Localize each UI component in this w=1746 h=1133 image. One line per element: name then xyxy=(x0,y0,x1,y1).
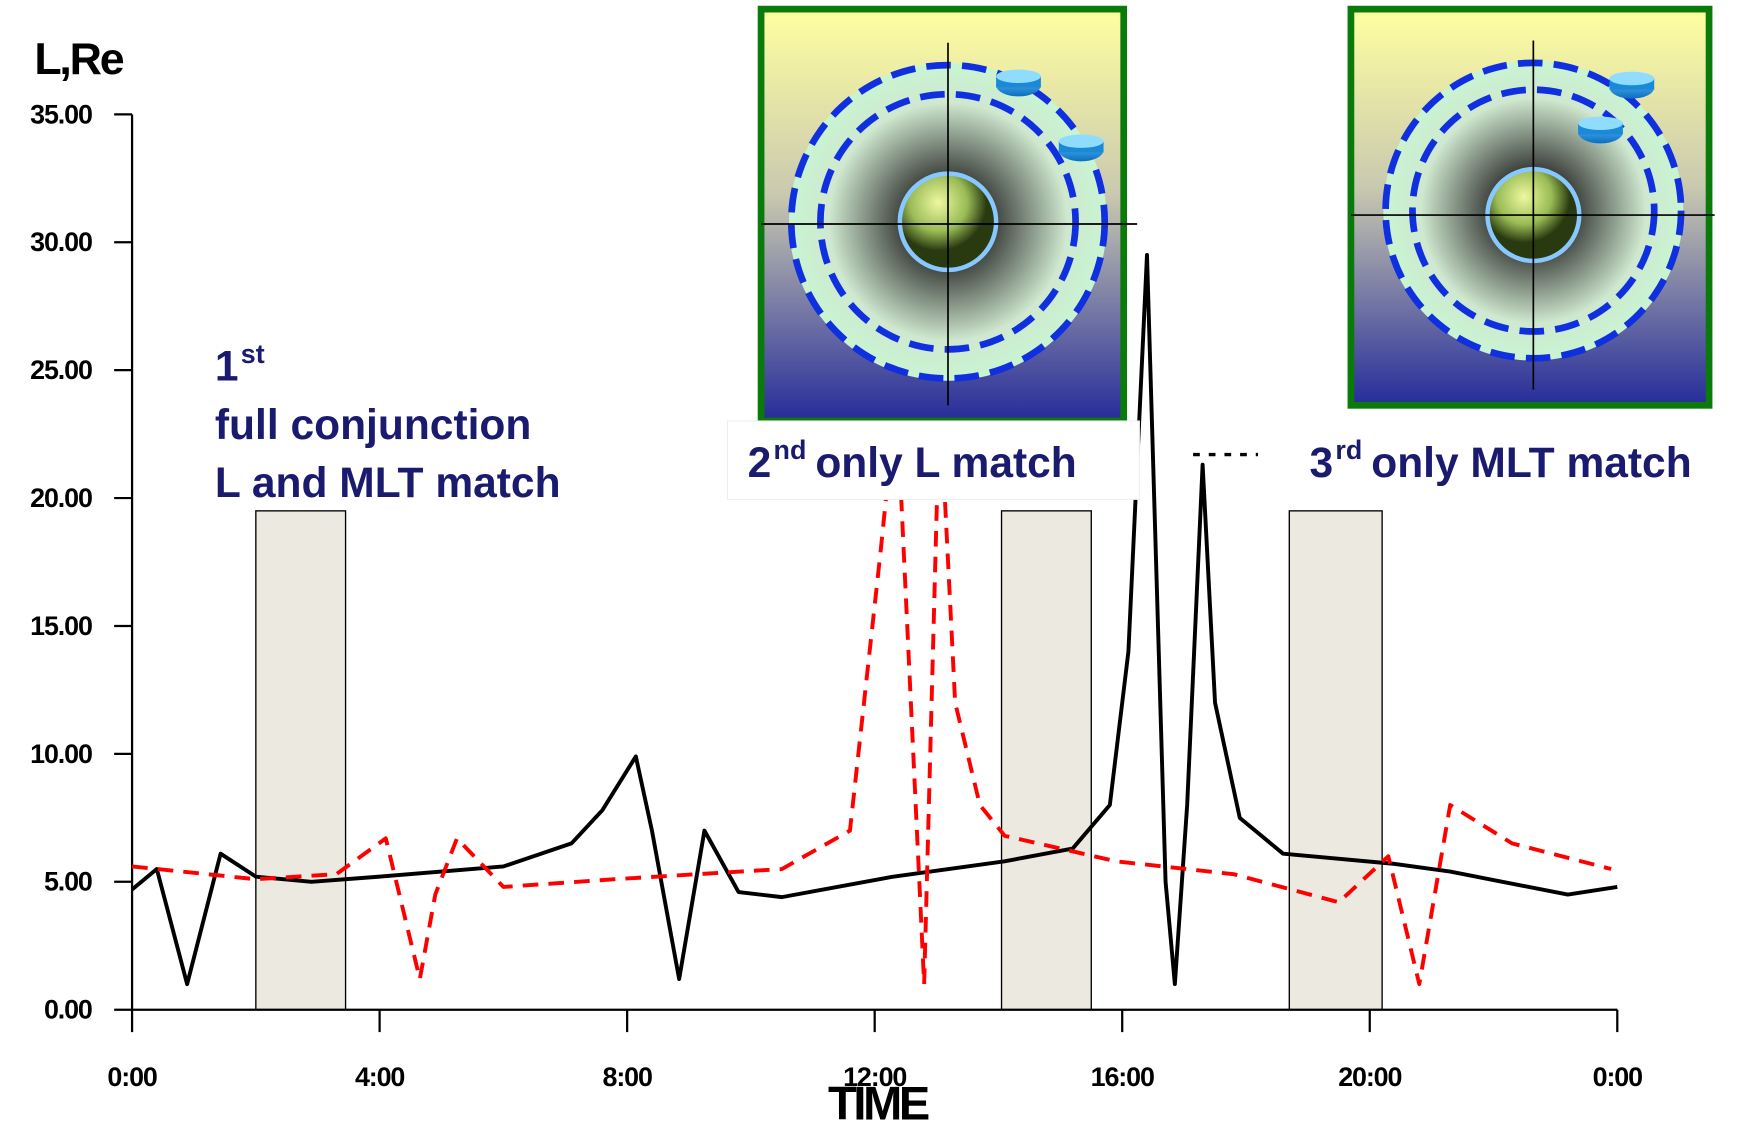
highlight-band xyxy=(1000,510,1092,1011)
annotation-number: 1 xyxy=(215,343,239,391)
annotation-suffix: nd xyxy=(774,435,807,465)
y-tick-label: 10.00 xyxy=(30,739,92,769)
highlight-band xyxy=(1288,510,1383,1011)
annotation-suffix: st xyxy=(241,339,265,369)
annotation-suffix: rd xyxy=(1335,435,1362,465)
x-axis-label: TIME xyxy=(828,1076,929,1129)
highlight-band xyxy=(255,510,347,1011)
annotation-number: 3 xyxy=(1310,439,1334,487)
x-tick-label: 20:00 xyxy=(1338,1062,1401,1092)
y-tick-label: 15.00 xyxy=(30,611,92,641)
y-tick-label: 0.00 xyxy=(44,995,92,1025)
x-tick-label: 0:00 xyxy=(107,1062,156,1092)
y-tick-label: 35.00 xyxy=(30,99,92,129)
annotation-text: only L match xyxy=(815,439,1076,487)
y-tick-label: 30.00 xyxy=(30,227,92,257)
x-tick-label: 12:00 xyxy=(843,1062,906,1092)
insets xyxy=(726,5,1715,500)
y-tick-label: 20.00 xyxy=(30,483,92,513)
x-tick-label: 4:00 xyxy=(355,1062,404,1092)
series-line xyxy=(130,253,1618,987)
y-tick-label: 5.00 xyxy=(44,867,92,897)
annotation-text: only MLT match xyxy=(1371,439,1691,487)
annotation-text: full conjunction xyxy=(215,401,531,449)
y-tick-label: 25.00 xyxy=(30,355,92,385)
x-tick-label: 0:00 xyxy=(1593,1062,1642,1092)
y-axis-label: L,Re xyxy=(34,34,123,84)
x-tick-label: 8:00 xyxy=(603,1062,652,1092)
inset-diagram xyxy=(1347,5,1715,409)
annotation-number: 2 xyxy=(748,439,772,487)
plot-area: 0.00 5.00 10.00 15.00 20.00 25.00 30.00 35.00 0:… xyxy=(30,99,1643,1092)
annotation-text: L and MLT match xyxy=(215,459,561,507)
series-line xyxy=(131,393,1612,987)
inset-diagram xyxy=(757,5,1138,425)
x-tick-label: 16:00 xyxy=(1091,1062,1154,1092)
label-box xyxy=(726,420,1140,500)
